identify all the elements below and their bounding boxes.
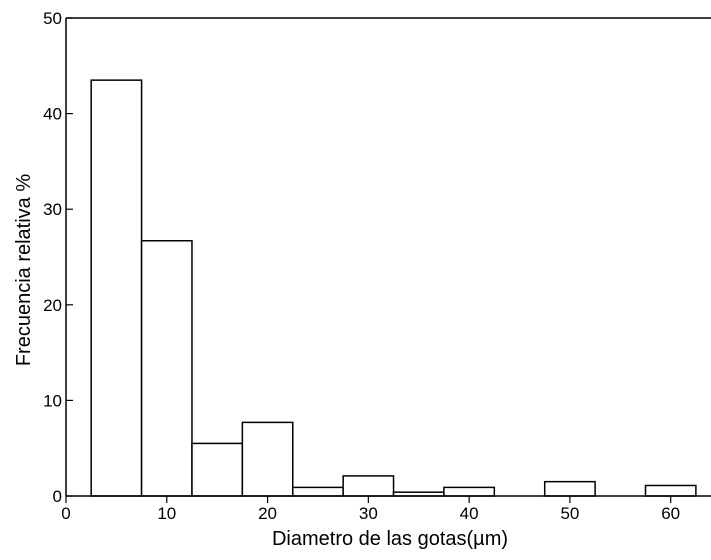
x-tick-label: 60 bbox=[661, 504, 680, 523]
x-tick-label: 30 bbox=[359, 504, 378, 523]
histogram-bar-6 bbox=[342, 475, 395, 497]
histogram-bar-2 bbox=[140, 239, 193, 497]
histogram-bar-8 bbox=[443, 486, 496, 497]
y-tick-label: 10 bbox=[43, 391, 62, 410]
y-tick-label: 40 bbox=[43, 105, 62, 124]
histogram-bar-9 bbox=[543, 480, 596, 497]
x-axis-title: Diametro de las gotas(µm) bbox=[272, 528, 508, 550]
axes-layer bbox=[65, 17, 711, 497]
x-tick-label: 10 bbox=[157, 504, 176, 523]
x-tick-label: 0 bbox=[61, 504, 70, 523]
histogram-bar-5 bbox=[292, 486, 344, 497]
y-axis-title: Frecuencia relativa % bbox=[13, 174, 35, 367]
histogram-bar-4 bbox=[241, 421, 294, 497]
ticks-layer: 0 10 20 30 40 50 60 0 10 20 30 40 50 bbox=[43, 9, 680, 523]
bars-layer bbox=[90, 79, 697, 497]
y-tick-label: 30 bbox=[43, 200, 62, 219]
x-tick-label: 50 bbox=[560, 504, 579, 523]
histogram-bar-10 bbox=[644, 484, 697, 497]
x-tick-label: 40 bbox=[460, 504, 479, 523]
histogram-bar-1 bbox=[90, 79, 143, 497]
y-tick-label: 0 bbox=[53, 487, 62, 506]
histogram-bar-3 bbox=[191, 442, 244, 497]
y-tick-label: 50 bbox=[43, 9, 62, 28]
y-tick-label: 20 bbox=[43, 296, 62, 315]
x-tick-label: 20 bbox=[258, 504, 277, 523]
